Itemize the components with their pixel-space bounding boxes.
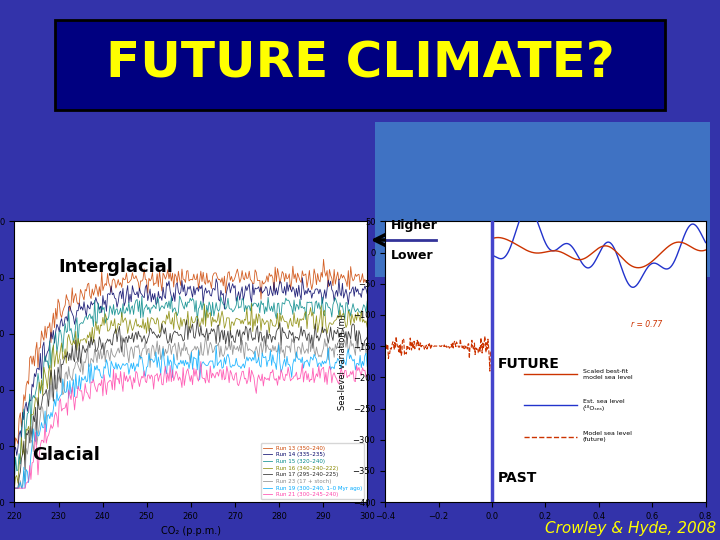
Run 14 (335–235): [298, 274, 307, 281]
Text: Est. sea level
(¹⁸Oₛₑₐ): Est. sea level (¹⁸Oₛₑₐ): [582, 400, 624, 411]
Y-axis label: Sea-level variation (m): Sea-level variation (m): [338, 314, 347, 410]
Run 15 (320–240): [309, 309, 318, 315]
Run 17 (295–240–225): [309, 345, 318, 352]
Line: Run 17 (295–240–225): Run 17 (295–240–225): [14, 320, 367, 488]
Run 15 (320–240): [175, 293, 184, 299]
Run 21 (300–245–240): [221, 375, 230, 382]
Run 19 (300–240, 1–0 Myr ago): [309, 357, 318, 363]
Run 15 (320–240): [220, 302, 229, 308]
Text: r = 0.77: r = 0.77: [631, 320, 662, 329]
Run 23 (17 + stoch): [305, 329, 314, 336]
Run 21 (300–245–240): [197, 358, 205, 365]
Run 19 (300–240, 1–0 Myr ago): [12, 485, 20, 491]
Text: Scaled best-fit
model sea level: Scaled best-fit model sea level: [582, 369, 632, 380]
Run 13 (350–240): [307, 286, 316, 293]
Run 23 (17 + stoch): [12, 485, 20, 491]
Run 19 (300–240, 1–0 Myr ago): [363, 363, 372, 370]
Run 16 (340–240–222): [247, 300, 256, 307]
Run 14 (335–235): [12, 452, 21, 458]
Run 19 (300–240, 1–0 Myr ago): [219, 364, 228, 370]
Run 13 (350–240): [10, 448, 19, 455]
Line: Run 23 (17 + stoch): Run 23 (17 + stoch): [14, 333, 367, 488]
Line: Run 14 (335–235): Run 14 (335–235): [14, 278, 367, 455]
Run 21 (300–245–240): [363, 373, 372, 380]
Line: Run 15 (320–240): Run 15 (320–240): [14, 296, 367, 483]
Run 14 (335–235): [220, 306, 229, 312]
X-axis label: CO₂ (p.p.m.): CO₂ (p.p.m.): [161, 526, 221, 536]
Run 19 (300–240, 1–0 Myr ago): [331, 359, 340, 366]
Text: PAST: PAST: [498, 471, 536, 485]
Text: FUTURE CLIMATE?: FUTURE CLIMATE?: [106, 39, 614, 87]
Run 14 (335–235): [12, 444, 20, 450]
Run 14 (335–235): [332, 287, 341, 294]
Run 17 (295–240–225): [221, 341, 230, 347]
Run 19 (300–240, 1–0 Myr ago): [226, 363, 235, 370]
Run 17 (295–240–225): [228, 335, 236, 341]
Run 16 (340–240–222): [363, 324, 372, 330]
Run 17 (295–240–225): [331, 330, 340, 336]
Run 14 (335–235): [228, 284, 236, 291]
Run 13 (350–240): [363, 278, 372, 285]
Run 19 (300–240, 1–0 Myr ago): [274, 342, 283, 348]
FancyBboxPatch shape: [55, 20, 665, 110]
Run 17 (295–240–225): [10, 485, 19, 491]
Run 15 (320–240): [10, 480, 19, 486]
Line: Run 21 (300–245–240): Run 21 (300–245–240): [14, 361, 367, 488]
Run 15 (320–240): [228, 306, 236, 312]
Text: Higher: Higher: [390, 219, 438, 232]
Run 13 (350–240): [319, 256, 328, 262]
Run 19 (300–240, 1–0 Myr ago): [10, 485, 19, 491]
Run 15 (320–240): [331, 295, 340, 301]
Run 23 (17 + stoch): [363, 345, 372, 351]
Run 13 (350–240): [331, 281, 340, 287]
Line: Run 13 (350–240): Run 13 (350–240): [14, 259, 367, 451]
Run 17 (295–240–225): [363, 334, 372, 340]
Run 16 (340–240–222): [10, 485, 19, 491]
Run 16 (340–240–222): [331, 317, 340, 323]
Run 23 (17 + stoch): [10, 485, 19, 491]
Run 19 (300–240, 1–0 Myr ago): [220, 354, 229, 361]
Text: Model sea level
(future): Model sea level (future): [582, 431, 631, 442]
Run 17 (295–240–225): [12, 485, 20, 491]
Run 23 (17 + stoch): [219, 353, 228, 360]
Run 23 (17 + stoch): [331, 341, 340, 348]
Text: Interglacial: Interglacial: [58, 258, 174, 276]
Run 21 (300–245–240): [331, 374, 340, 380]
Run 21 (300–245–240): [220, 376, 229, 383]
Run 15 (320–240): [363, 298, 372, 305]
Text: Lower: Lower: [390, 249, 433, 262]
Line: Run 19 (300–240, 1–0 Myr ago): Run 19 (300–240, 1–0 Myr ago): [14, 345, 367, 488]
Line: Run 16 (340–240–222): Run 16 (340–240–222): [14, 303, 367, 488]
Run 14 (335–235): [10, 448, 19, 454]
Text: FUTURE: FUTURE: [498, 357, 559, 371]
Run 15 (320–240): [221, 306, 230, 313]
Run 16 (340–240–222): [12, 474, 20, 481]
Text: Glacial: Glacial: [32, 446, 100, 464]
Run 21 (300–245–240): [12, 485, 20, 491]
Run 16 (340–240–222): [309, 309, 318, 315]
Run 17 (295–240–225): [220, 327, 229, 334]
Run 14 (335–235): [363, 291, 372, 297]
Run 13 (350–240): [226, 277, 235, 284]
Run 16 (340–240–222): [220, 325, 229, 332]
Bar: [375, 122, 710, 277]
Run 23 (17 + stoch): [220, 350, 229, 357]
Run 13 (350–240): [220, 273, 229, 279]
Run 17 (295–240–225): [193, 316, 202, 323]
Text: Crowley & Hyde, 2008: Crowley & Hyde, 2008: [545, 521, 716, 536]
Run 14 (335–235): [310, 291, 318, 297]
Run 15 (320–240): [12, 454, 20, 461]
Run 13 (350–240): [219, 282, 228, 289]
Run 21 (300–245–240): [309, 365, 318, 372]
Run 21 (300–245–240): [228, 370, 236, 376]
Legend: Run 13 (350–240), Run 14 (335–235), Run 15 (320–240), Run 16 (340–240–222), Run : Run 13 (350–240), Run 14 (335–235), Run …: [261, 443, 364, 500]
Run 23 (17 + stoch): [226, 347, 235, 353]
Run 16 (340–240–222): [219, 314, 228, 321]
Run 16 (340–240–222): [226, 328, 235, 335]
Run 14 (335–235): [221, 295, 230, 301]
Run 13 (350–240): [12, 435, 20, 441]
Run 21 (300–245–240): [10, 485, 19, 491]
Run 23 (17 + stoch): [309, 334, 318, 341]
